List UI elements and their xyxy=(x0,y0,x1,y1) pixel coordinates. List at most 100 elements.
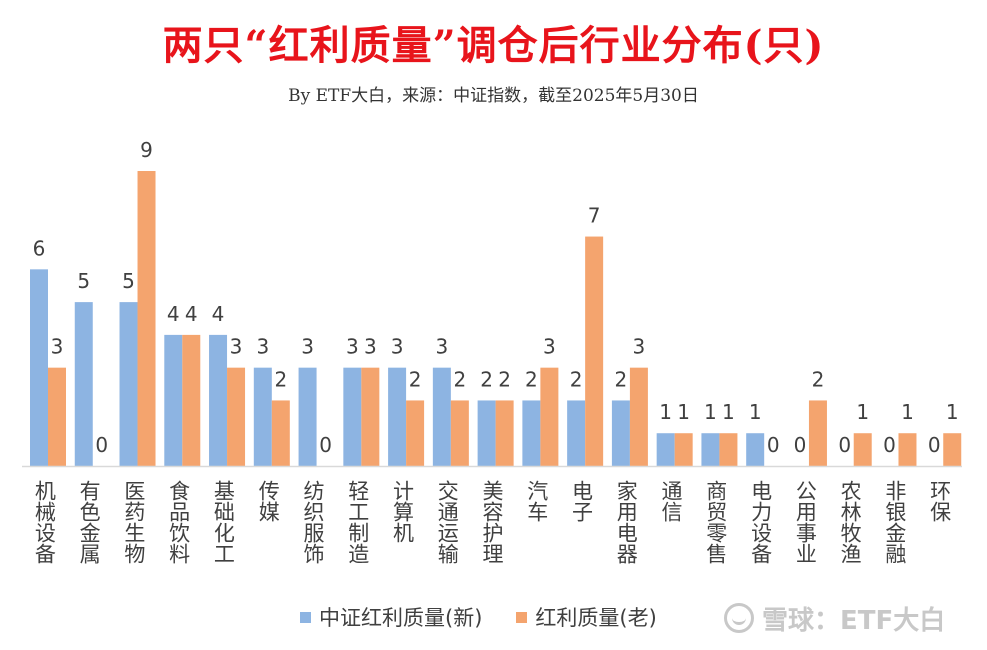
data-label-old-9: 2 xyxy=(453,367,466,391)
data-label-new-2: 5 xyxy=(122,269,135,293)
data-label-new-3: 4 xyxy=(167,302,180,326)
bar-old-18 xyxy=(853,433,872,466)
legend-item-old: 红利质量(老) xyxy=(516,602,657,632)
category-label-8: 计算机 xyxy=(390,480,414,543)
data-label-new-5: 3 xyxy=(256,335,269,359)
bar-new-10 xyxy=(477,400,496,466)
bar-old-11 xyxy=(540,367,559,466)
data-label-old-15: 1 xyxy=(722,400,735,424)
category-label-13: 家用电器 xyxy=(614,480,638,564)
watermark-text: 雪球：ETF大白 xyxy=(762,605,946,636)
data-label-old-11: 3 xyxy=(543,335,556,359)
bar-old-19 xyxy=(898,433,917,466)
bar-new-12 xyxy=(567,400,586,466)
bar-new-14 xyxy=(656,433,675,466)
bar-new-15 xyxy=(701,433,720,466)
chart-subtitle: By ETF大白，来源：中证指数，截至2025年5月30日 xyxy=(288,86,699,106)
category-label-7: 轻工制造 xyxy=(346,480,370,564)
data-label-new-12: 2 xyxy=(570,367,583,391)
data-label-new-1: 5 xyxy=(77,269,90,293)
data-label-old-5: 2 xyxy=(274,367,287,391)
category-label-17: 公用事业 xyxy=(793,480,817,564)
data-label-old-16: 0 xyxy=(767,433,780,457)
bar-old-4 xyxy=(227,367,246,466)
legend-label-new: 中证红利质量(新) xyxy=(319,606,483,630)
data-label-old-1: 0 xyxy=(95,433,108,457)
legend-swatch-new xyxy=(300,611,311,623)
data-label-new-15: 1 xyxy=(704,400,717,424)
data-label-old-20: 1 xyxy=(946,400,959,424)
data-label-new-10: 2 xyxy=(480,367,493,391)
category-label-20: 环保 xyxy=(928,480,952,522)
data-label-new-8: 3 xyxy=(391,335,404,359)
watermark: 雪球：ETF大白 xyxy=(724,600,945,636)
bar-old-2 xyxy=(137,171,156,466)
category-label-9: 交通运输 xyxy=(435,480,459,564)
category-label-14: 通信 xyxy=(659,480,683,522)
data-label-old-13: 3 xyxy=(633,335,646,359)
bar-old-7 xyxy=(361,367,380,466)
data-label-old-0: 3 xyxy=(51,335,64,359)
data-label-new-6: 3 xyxy=(301,335,314,359)
bar-new-1 xyxy=(74,302,93,466)
bar-new-8 xyxy=(388,367,407,466)
data-label-old-14: 1 xyxy=(677,400,690,424)
data-label-new-20: 0 xyxy=(928,433,941,457)
bar-new-16 xyxy=(746,433,765,466)
data-label-new-11: 2 xyxy=(525,367,538,391)
category-label-1: 有色金属 xyxy=(77,480,101,565)
legend-swatch-old xyxy=(516,611,528,623)
bar-old-0 xyxy=(48,367,66,466)
data-label-old-3: 4 xyxy=(185,302,198,326)
chart-title: 两只“红利质量”调仓后行业分布(只) xyxy=(162,22,825,69)
data-label-new-4: 4 xyxy=(212,302,225,326)
data-label-old-8: 2 xyxy=(409,367,422,391)
bar-old-15 xyxy=(719,433,738,466)
bar-new-9 xyxy=(432,367,451,466)
bar-old-9 xyxy=(450,400,469,466)
bar-new-0 xyxy=(30,269,48,466)
category-label-16: 电力设备 xyxy=(749,480,773,564)
bar-new-11 xyxy=(522,400,541,466)
data-label-new-7: 3 xyxy=(346,335,359,359)
data-label-old-10: 2 xyxy=(498,367,511,391)
data-label-old-6: 0 xyxy=(319,433,332,457)
data-label-old-12: 7 xyxy=(588,204,601,228)
data-label-old-7: 3 xyxy=(364,335,377,359)
bar-new-5 xyxy=(253,367,272,466)
bar-new-6 xyxy=(298,367,317,466)
category-label-12: 电子 xyxy=(570,480,594,522)
category-label-11: 汽车 xyxy=(525,480,549,522)
bar-old-12 xyxy=(585,236,604,466)
bar-old-10 xyxy=(495,400,514,466)
data-label-new-19: 0 xyxy=(883,433,896,457)
data-label-old-18: 1 xyxy=(856,400,869,424)
bar-new-13 xyxy=(611,400,630,466)
bar-new-7 xyxy=(343,367,362,466)
category-label-6: 纺织服饰 xyxy=(301,480,325,564)
bar-old-13 xyxy=(629,367,648,466)
category-label-10: 美容护理 xyxy=(480,480,504,564)
legend-item-new: 中证红利质量(新) xyxy=(300,602,482,632)
category-label-0: 机械设备 xyxy=(32,480,56,564)
bar-old-14 xyxy=(674,433,693,466)
data-label-old-4: 3 xyxy=(230,335,243,359)
category-label-15: 商贸零售 xyxy=(704,480,728,564)
bar-old-3 xyxy=(182,334,201,466)
data-label-new-0: 6 xyxy=(33,236,46,260)
category-label-3: 食品饮料 xyxy=(167,480,191,564)
category-label-2: 医药生物 xyxy=(122,480,146,564)
data-label-new-16: 1 xyxy=(749,400,762,424)
bar-new-2 xyxy=(119,302,138,466)
data-label-new-17: 0 xyxy=(794,433,807,457)
data-label-new-18: 0 xyxy=(838,433,851,457)
category-label-5: 传媒 xyxy=(256,480,280,522)
category-label-4: 基础化工 xyxy=(211,480,235,564)
bar-new-4 xyxy=(209,334,228,466)
data-label-old-17: 2 xyxy=(812,367,825,391)
bar-old-5 xyxy=(271,400,290,466)
snowball-logo-icon xyxy=(724,603,754,633)
bar-old-8 xyxy=(406,400,425,466)
category-label-19: 非银金融 xyxy=(883,480,907,564)
